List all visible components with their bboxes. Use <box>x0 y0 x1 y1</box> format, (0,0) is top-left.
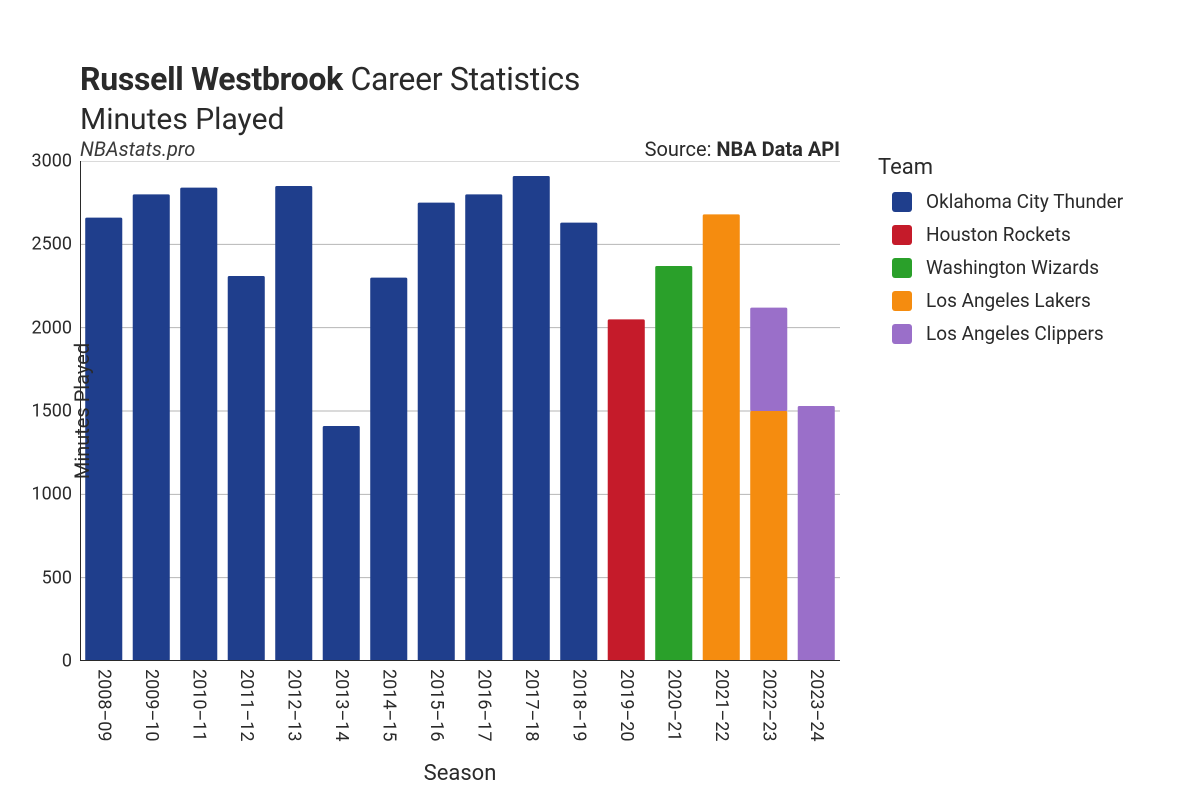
source-prefix: Source: <box>645 137 717 161</box>
bar-segment <box>608 319 645 661</box>
legend-swatch <box>892 258 912 278</box>
chart-container: Russell Westbrook Career Statistics Minu… <box>0 0 1200 800</box>
bar-segment <box>370 278 407 661</box>
title-block: Russell Westbrook Career Statistics Minu… <box>80 60 1160 137</box>
x-tick-label: 2023–24 <box>806 669 827 742</box>
legend-item: Oklahoma City Thunder <box>892 190 1123 213</box>
x-tick-label: 2019–20 <box>616 669 637 742</box>
x-tick-label: 2008–09 <box>93 669 114 742</box>
source-name: NBA Data API <box>716 137 840 161</box>
x-tick-label: 2022–23 <box>758 669 779 742</box>
chart-subtitle: Minutes Played <box>80 102 1160 137</box>
legend-item: Washington Wizards <box>892 256 1123 279</box>
x-tick-label: 2021–22 <box>711 669 732 742</box>
legend-item: Houston Rockets <box>892 223 1123 246</box>
legend-label: Los Angeles Lakers <box>926 289 1091 312</box>
y-tick-label: 2500 <box>32 234 72 255</box>
bar-segment <box>560 223 597 661</box>
y-tick-label: 2000 <box>32 317 72 338</box>
x-tick-label: 2018–19 <box>568 669 589 742</box>
x-tick-label: 2013–14 <box>331 669 352 742</box>
y-tick-label: 3000 <box>32 151 72 172</box>
bar-segment <box>513 176 550 661</box>
x-tick-label: 2014–15 <box>378 669 399 742</box>
legend-title: Team <box>878 155 1123 180</box>
bar-segment <box>465 194 502 661</box>
bar-segment <box>750 308 787 411</box>
y-tick-label: 500 <box>42 567 72 588</box>
watermark: NBAstats.pro <box>80 137 195 161</box>
bar-segment <box>703 214 740 661</box>
bar-segment <box>133 194 170 661</box>
y-tick-label: 1500 <box>32 401 72 422</box>
x-tick-label: 2017–18 <box>521 669 542 742</box>
bar-segment <box>655 266 692 661</box>
legend-label: Los Angeles Clippers <box>926 322 1104 345</box>
y-tick-label: 0 <box>62 651 72 672</box>
chart-title: Russell Westbrook Career Statistics <box>80 60 1160 98</box>
title-bold: Russell Westbrook <box>80 60 343 98</box>
legend: Team Oklahoma City Thunder Houston Rocket… <box>878 155 1123 355</box>
bar-segment <box>418 203 455 661</box>
legend-label: Oklahoma City Thunder <box>926 190 1123 213</box>
bar-segment <box>750 411 787 661</box>
x-tick-label: 2011–12 <box>236 669 257 742</box>
legend-swatch <box>892 291 912 311</box>
x-tick-label: 2020–21 <box>663 669 684 742</box>
plot-region: NBAstats.pro Source: NBA Data API Minute… <box>80 161 840 661</box>
legend-items: Oklahoma City Thunder Houston Rockets Wash… <box>878 190 1123 345</box>
x-tick-label: 2012–13 <box>283 669 304 742</box>
x-axis-label: Season <box>80 761 840 786</box>
x-tick-label: 2009–10 <box>141 669 162 742</box>
bar-segment <box>323 426 360 661</box>
legend-label: Houston Rockets <box>926 223 1071 246</box>
x-tick-label: 2015–16 <box>426 669 447 742</box>
y-axis-label: Minutes Played <box>70 343 94 479</box>
bar-segment <box>275 186 312 661</box>
bar-segment <box>180 188 217 661</box>
legend-swatch <box>892 324 912 344</box>
legend-swatch <box>892 225 912 245</box>
legend-swatch <box>892 192 912 212</box>
y-tick-label: 1000 <box>32 484 72 505</box>
bar-chart-svg <box>80 161 840 661</box>
title-rest: Career Statistics <box>343 60 580 98</box>
plot-overlay-labels: NBAstats.pro Source: NBA Data API <box>80 137 840 161</box>
bar-segment <box>798 406 835 661</box>
legend-item: Los Angeles Lakers <box>892 289 1123 312</box>
legend-label: Washington Wizards <box>926 256 1099 279</box>
x-tick-label: 2010–11 <box>188 669 209 742</box>
chart-area: NBAstats.pro Source: NBA Data API Minute… <box>80 161 1160 661</box>
legend-item: Los Angeles Clippers <box>892 322 1123 345</box>
x-tick-label: 2016–17 <box>473 669 494 742</box>
source-citation: Source: NBA Data API <box>645 137 840 161</box>
bar-segment <box>228 276 265 661</box>
